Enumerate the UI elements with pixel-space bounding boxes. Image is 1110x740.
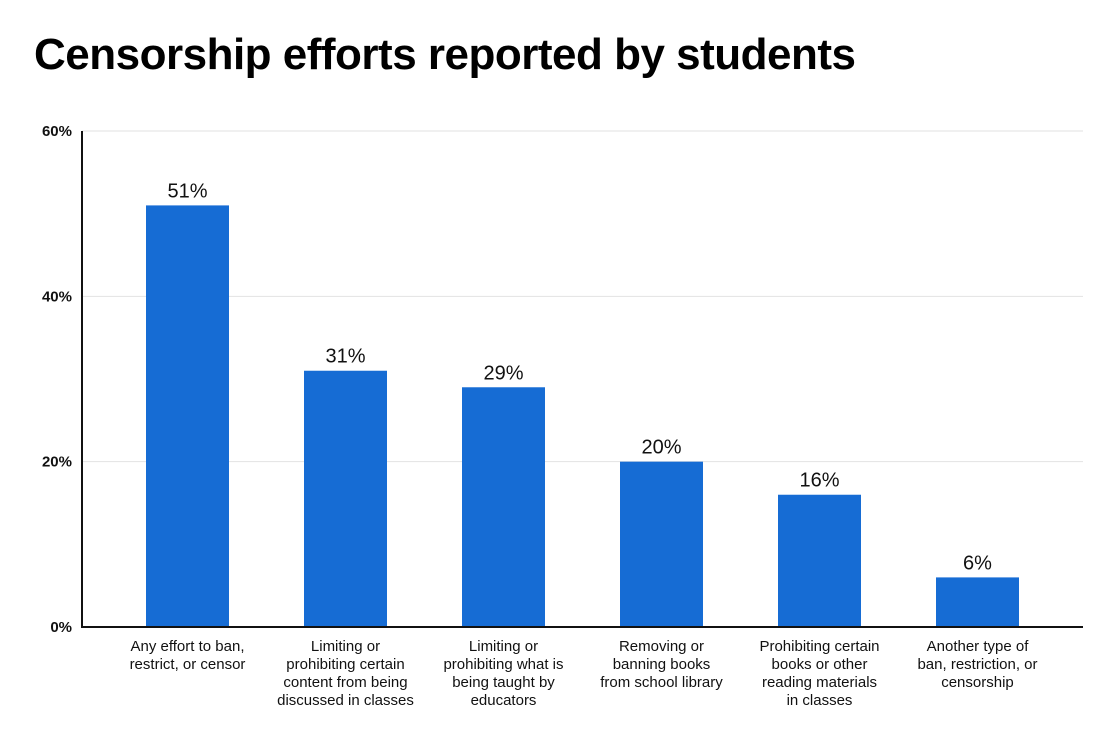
bar [146,205,229,627]
data-label: 51% [167,180,207,202]
x-tick-label: Limiting or prohibiting certain content fr… [277,638,414,709]
bar [936,577,1019,627]
y-tick-label: 20% [42,454,72,471]
x-tick-label: Removing or banning books from school libr… [600,638,723,691]
data-label: 29% [483,362,523,384]
y-tick-label: 0% [50,619,72,636]
y-tick-label: 40% [42,288,72,305]
bar [304,370,387,627]
y-tick-label: 60% [42,123,72,140]
data-label: 20% [641,437,681,459]
x-tick-label: Another type of ban, restriction, or censo… [917,638,1037,691]
x-tick-label: Any effort to ban, restrict, or censor [130,638,246,673]
chart-title: Censorship efforts reported by students [34,30,856,79]
x-tick-label: Limiting or prohibiting what is being taug… [443,638,563,709]
data-label: 31% [325,346,365,368]
data-label: 16% [799,470,839,492]
bar [620,461,703,627]
data-label: 6% [963,552,992,574]
bar [778,494,861,627]
bar [462,387,545,627]
x-tick-label: Prohibiting certain books or other reading… [759,638,879,709]
